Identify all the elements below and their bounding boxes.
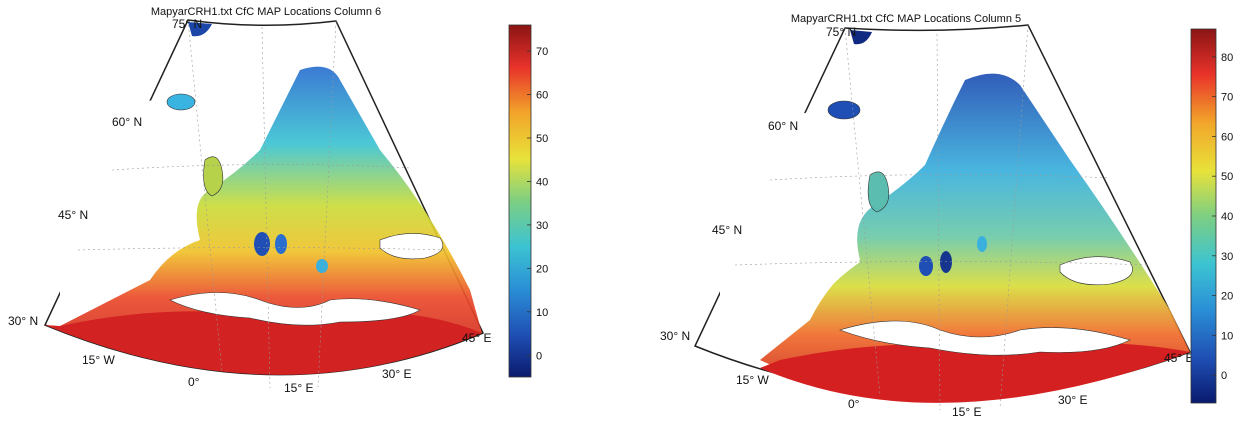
colorbar-ticks: 0 10 20 30 40 50 60 70 bbox=[527, 46, 548, 362]
greenland-tip bbox=[850, 30, 872, 45]
colorbar-tick-label: 50 bbox=[1221, 171, 1233, 183]
lat-label-60: 60° N bbox=[768, 119, 798, 133]
colorbar-ticks: 0 10 20 30 40 50 60 70 80 bbox=[1212, 52, 1233, 382]
colorbar-tick-label: 20 bbox=[1221, 291, 1233, 303]
lon-label-30e: 30° E bbox=[382, 367, 411, 381]
caucasus-low-spot bbox=[977, 236, 987, 252]
colorbar-tick-label: 30 bbox=[536, 220, 548, 232]
colorbar-tick-label: 20 bbox=[536, 263, 548, 275]
colorbar-tick-label: 40 bbox=[1221, 211, 1233, 223]
colorbar-tick-label: 60 bbox=[1221, 131, 1233, 143]
mediterranean-sea bbox=[839, 320, 1131, 356]
lat-label-45: 45° N bbox=[712, 223, 742, 237]
colorbar-tick-label: 70 bbox=[536, 46, 548, 58]
colorbar-tick-label: 0 bbox=[1221, 370, 1227, 382]
colorbar-tick-label: 60 bbox=[536, 90, 548, 102]
lon-label-15w: 15° W bbox=[736, 373, 769, 387]
lon-label-15e: 15° E bbox=[284, 381, 313, 395]
atlantic-ocean bbox=[720, 100, 870, 330]
lon-label-15w: 15° W bbox=[82, 353, 115, 367]
graticule bbox=[734, 24, 1151, 411]
black-sea bbox=[379, 233, 444, 260]
colorbar bbox=[1190, 28, 1217, 404]
lon-label-0: 0° bbox=[848, 397, 860, 411]
lat-label-75: 75° N bbox=[826, 25, 856, 39]
greenland-tip bbox=[188, 22, 212, 37]
lon-label-15e: 15° E bbox=[952, 405, 981, 419]
alps-low-spot bbox=[919, 256, 933, 276]
lon-label-0: 0° bbox=[188, 375, 200, 389]
map-title: MapyarCRH1.txt CfC MAP Locations Column … bbox=[791, 13, 1021, 25]
lon-label-30e: 30° E bbox=[1058, 393, 1087, 407]
lat-label-75: 75° N bbox=[172, 17, 202, 31]
lat-label-30: 30° N bbox=[660, 329, 690, 343]
colorbar bbox=[508, 24, 532, 378]
british-isles bbox=[203, 156, 224, 197]
lat-label-30: 30° N bbox=[8, 314, 38, 328]
colorbar-tick-label: 10 bbox=[1221, 330, 1233, 342]
africa-field bbox=[45, 311, 482, 375]
colorbar-tick-label: 80 bbox=[1221, 52, 1233, 64]
alps-low-spot-2 bbox=[940, 251, 952, 273]
colorbar-tick-label: 40 bbox=[536, 176, 548, 188]
lon-label-45e: 45° E bbox=[1164, 351, 1193, 365]
lon-label-45e: 45° E bbox=[462, 331, 491, 345]
iceland bbox=[166, 93, 196, 111]
colorbar-tick-label: 30 bbox=[1221, 251, 1233, 263]
iceland bbox=[827, 100, 861, 120]
alps-low-spot bbox=[254, 232, 270, 256]
alps-low-spot-2 bbox=[275, 234, 287, 254]
data-field bbox=[760, 73, 1190, 401]
colorbar-tick-label: 10 bbox=[536, 307, 548, 319]
balkan-low-spot bbox=[316, 259, 328, 273]
lat-label-45: 45° N bbox=[58, 208, 88, 222]
map-title: MapyarCRH1.txt CfC MAP Locations Column … bbox=[151, 6, 381, 18]
colorbar-tick-label: 50 bbox=[536, 133, 548, 145]
colorbar-tick-label: 0 bbox=[536, 350, 542, 362]
data-field bbox=[60, 66, 482, 375]
atlantic-ocean bbox=[60, 90, 200, 300]
graticule bbox=[77, 19, 446, 389]
map-panel-column-5: MapyarCRH1.txt CfC MAP Locations Column … bbox=[660, 13, 1233, 419]
black-sea bbox=[1059, 256, 1133, 286]
mediterranean-sea bbox=[169, 292, 421, 326]
lat-label-60: 60° N bbox=[112, 115, 142, 129]
british-isles bbox=[867, 171, 890, 213]
africa-field bbox=[760, 342, 1190, 403]
colorbar-tick-label: 70 bbox=[1221, 92, 1233, 104]
map-panel-column-6: MapyarCRH1.txt CfC MAP Locations Column … bbox=[8, 6, 548, 395]
